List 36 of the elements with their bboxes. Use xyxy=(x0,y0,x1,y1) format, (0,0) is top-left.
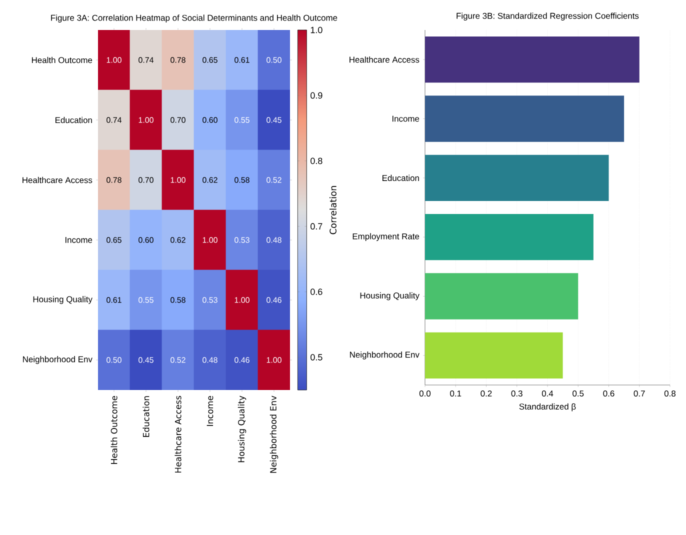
color-bar-label: 0.6 xyxy=(310,288,322,295)
color-bar-label: 0.9 xyxy=(310,92,322,99)
color-bar-title: Correlation xyxy=(330,186,336,234)
y-tick-label: Healthcare Access xyxy=(22,176,92,184)
x-tick-label: 0.4 xyxy=(542,390,554,397)
color-bar-label: 1.0 xyxy=(310,26,322,34)
y-tick-label: Income xyxy=(392,116,420,122)
x-tick-label: Housing Quality xyxy=(238,396,246,462)
y-tick-label: Housing Quality xyxy=(33,296,92,304)
y-tick-label: Education xyxy=(382,174,419,182)
color-bar-label: 0.7 xyxy=(310,223,322,230)
y-tick-label: Income xyxy=(65,237,92,243)
y-tick-label: Healthcare Access xyxy=(350,56,420,63)
y-tick-label: Neighborhood Env xyxy=(23,356,92,364)
y-tick-label: Health Outcome xyxy=(32,56,92,64)
x-tick-label: 0.8 xyxy=(664,390,676,397)
color-bar-label: 0.5 xyxy=(310,354,322,360)
x-tick-label: Neighborhood Env xyxy=(270,396,278,473)
x-tick-label: 0.6 xyxy=(603,390,614,397)
x-tick-label: Income xyxy=(206,396,214,426)
x-axis-title: Standardized β xyxy=(519,403,576,412)
x-tick-label: Education xyxy=(142,396,150,437)
x-tick-label: 0.0 xyxy=(419,390,431,397)
y-tick-label: Education xyxy=(56,116,92,124)
x-tick-label: 0.1 xyxy=(450,390,462,397)
color-bar-label: 0.8 xyxy=(310,158,322,164)
y-tick-label: Neighborhood Env xyxy=(350,351,420,360)
x-tick-label: 0.3 xyxy=(511,390,522,397)
x-tick-label: 0.7 xyxy=(634,390,645,397)
chart-title: Figure 3A: Correlation Heatmap of Social Determinants and Health Outcome xyxy=(51,14,338,22)
x-tick-label: 0.5 xyxy=(572,390,584,397)
x-tick-label: Healthcare Access xyxy=(174,396,182,473)
chart-title: Figure 3B: Standardized Regression Coefficients xyxy=(456,12,639,20)
x-tick-label: 0.2 xyxy=(480,390,492,397)
y-tick-label: Housing Quality xyxy=(360,292,420,300)
y-tick-label: Employment Rate xyxy=(352,233,420,242)
